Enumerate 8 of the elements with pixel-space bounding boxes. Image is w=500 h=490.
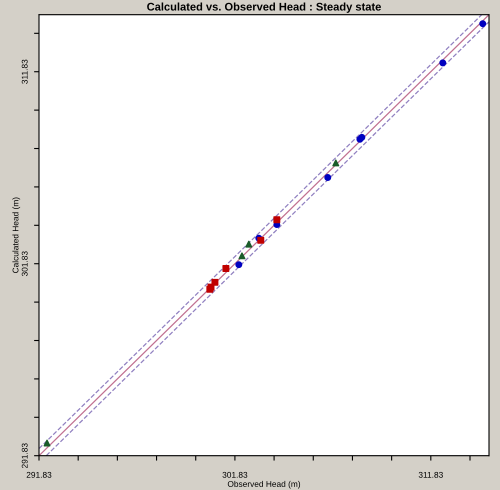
y-tick-label: 311.83 xyxy=(22,60,28,84)
chart-title: Calculated vs. Observed Head : Steady state xyxy=(147,2,381,13)
x-tick-label: 311.83 xyxy=(418,472,443,478)
y-axis-title: Calculated Head (m) xyxy=(12,198,20,273)
x-tick-label: 301.83 xyxy=(222,472,248,478)
y-tick-label: 301.83 xyxy=(22,251,28,276)
x-tick-label: 291.83 xyxy=(26,472,52,478)
x-axis-title: Observed Head (m) xyxy=(228,480,300,489)
